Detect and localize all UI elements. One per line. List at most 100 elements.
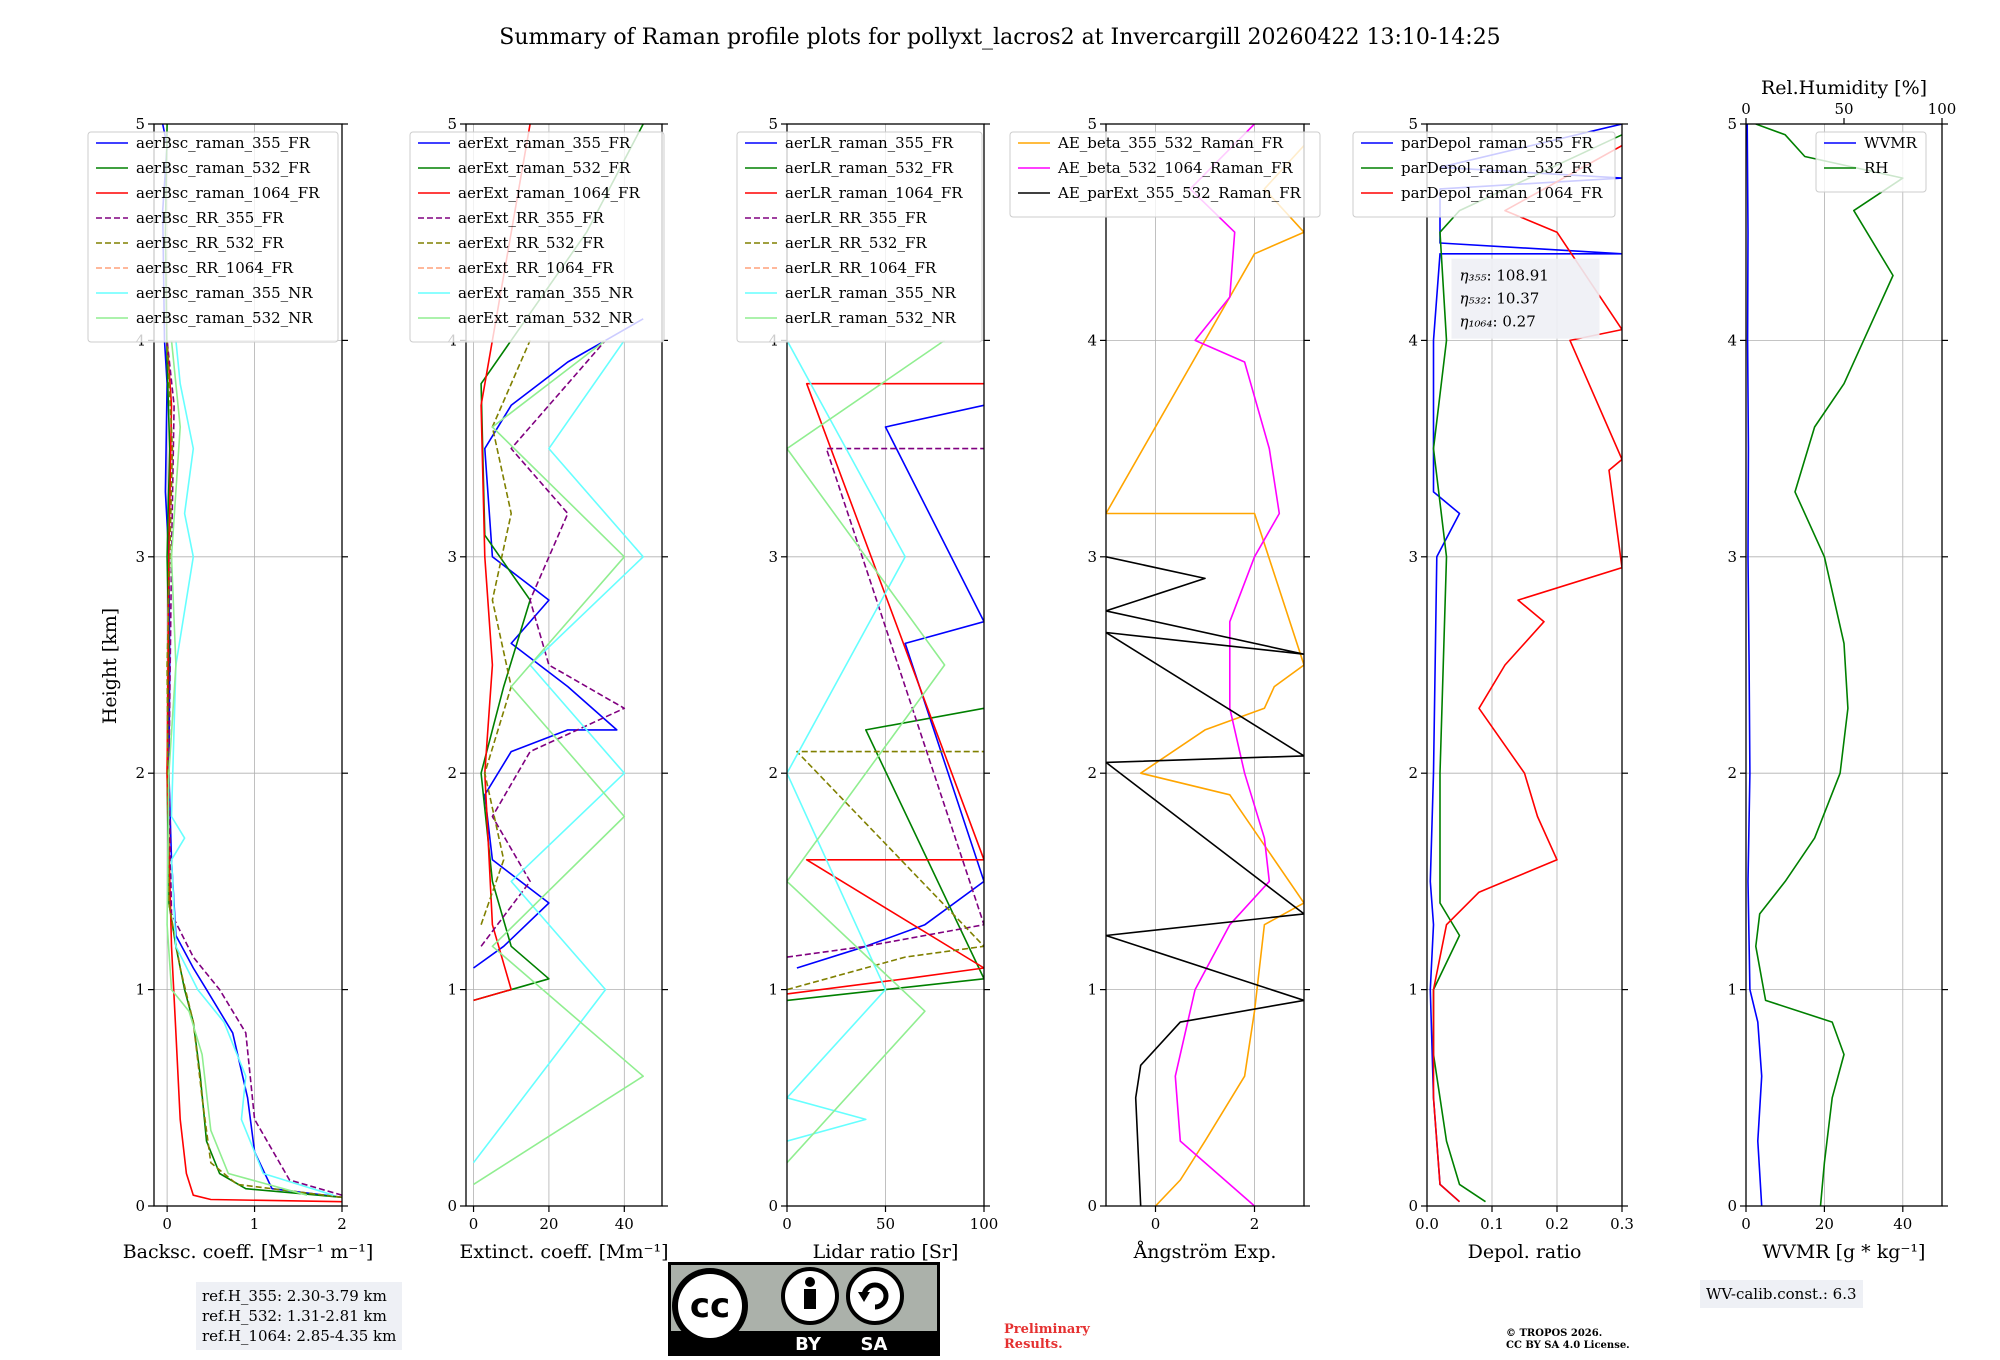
y-tick-label: 1 — [1727, 981, 1737, 999]
legend-label: aerBsc_raman_532_NR — [136, 309, 313, 327]
y-tick-label: 5 — [1408, 115, 1418, 133]
x-tick-label: 2 — [1250, 1215, 1260, 1233]
series-aerLR_raman_1064_FR — [787, 382, 984, 995]
y-tick-label: 2 — [1408, 764, 1418, 782]
x-tick-label: 20 — [539, 1215, 558, 1233]
legend-label: aerLR_raman_532_FR — [785, 159, 954, 177]
x-tick-label: 0.1 — [1480, 1215, 1504, 1233]
series-aerLR_RR_532_FR — [787, 750, 984, 991]
preliminary-note: Preliminary Results. — [1004, 1322, 1090, 1352]
y-tick-label: 0 — [1408, 1197, 1418, 1215]
legend-label: aerExt_raman_532_NR — [458, 309, 634, 327]
annotation-box — [1451, 258, 1600, 339]
legend-label: aerExt_raman_355_NR — [458, 284, 634, 302]
series-aerExt_raman_1064_FR — [473, 124, 531, 1002]
ref-height-355: ref.H_355: 2.30-3.79 km — [202, 1287, 387, 1305]
legend-box — [1815, 131, 1927, 193]
legend: aerExt_raman_355_FR aerExt_raman_532_FRae… — [409, 131, 665, 343]
legend: WVMR RH — [1815, 131, 1927, 193]
wv-calib-text: WV-calib.const.: 6.3 — [1706, 1285, 1857, 1303]
series-aerBsc_RR_532_FR — [166, 340, 342, 1199]
by-label: BY — [795, 1334, 822, 1355]
axes-frame — [1745, 123, 1943, 1207]
legend-label: parDepol_raman_532_FR — [1401, 159, 1594, 177]
series-group — [1106, 124, 1304, 1206]
cc-license-badge[interactable]: cc BY SA — [668, 1262, 940, 1356]
legend-label: aerLR_raman_532_NR — [785, 309, 956, 327]
cc-icon-text: cc — [690, 1286, 730, 1326]
copyright-note: © TROPOS 2026. CC BY SA 4.0 License. — [1506, 1328, 1630, 1351]
x-tick-label: 1 — [250, 1215, 260, 1233]
legend-box — [87, 131, 339, 343]
panel-ae: 0 2 0 1 2 3 4 5 Ångström Exp. AE_beta_355_532_Ram… — [1009, 115, 1321, 1263]
annotation-line: η₁₀₆₄: 0.27 — [1460, 313, 1536, 331]
series-aerLR_raman_532_NR — [787, 339, 946, 1164]
legend-label: aerBsc_raman_1064_FR — [136, 184, 320, 202]
y-tick-label: 1 — [1087, 981, 1097, 999]
series-AE_beta_355_532_Raman_FR — [1106, 145, 1304, 1206]
legend-label: aerBsc_raman_355_NR — [136, 284, 313, 302]
x-axis-label: Ångström Exp. — [1133, 1241, 1277, 1263]
legend-label: aerLR_RR_532_FR — [785, 234, 927, 252]
figure-title: Summary of Raman profile plots for polly… — [499, 25, 1500, 50]
x-axis-label: WVMR [g * kg⁻¹] — [1763, 1241, 1926, 1263]
y-tick-label: 1 — [135, 981, 145, 999]
series-aerLR_raman_355_FR — [796, 404, 984, 969]
series-group — [1746, 124, 1904, 1206]
x-tick-label: 100 — [970, 1215, 999, 1233]
legend-label: parDepol_raman_355_FR — [1401, 134, 1594, 152]
x-tick-label: 0 — [162, 1215, 172, 1233]
series-AE_beta_532_1064_Raman_FR — [1174, 124, 1281, 1206]
top-axis-label: Rel.Humidity [%] — [1761, 77, 1927, 99]
legend-label: aerLR_raman_355_FR — [785, 134, 954, 152]
x-tick-label: 0 — [782, 1215, 792, 1233]
x-tick-label: 20 — [1815, 1215, 1834, 1233]
y-tick-label: 0 — [447, 1197, 457, 1215]
legend: aerLR_raman_355_FR aerLR_raman_532_FR aerL… — [736, 131, 983, 343]
x-tick-label: 0.0 — [1415, 1215, 1439, 1233]
y-tick-label: 5 — [447, 115, 457, 133]
legend-label: aerExt_raman_532_FR — [458, 159, 631, 177]
y-tick-label: 0 — [768, 1197, 778, 1215]
series-aerBsc_raman_532_NR — [166, 340, 308, 1196]
legend-label: aerBsc_raman_355_FR — [136, 134, 311, 152]
series-aerLR_raman_532_FR — [787, 707, 984, 1002]
y-tick-label: 1 — [447, 981, 457, 999]
series-parDepol_raman_532_FR — [1432, 134, 1622, 1203]
x-tick-label: 0 — [1741, 1215, 1751, 1233]
y-tick-label: 3 — [447, 548, 457, 566]
series-aerExt_RR_355_FR — [480, 339, 626, 947]
series-aerExt_raman_355_NR — [472, 339, 644, 1164]
y-tick-label: 4 — [1727, 331, 1737, 349]
axes-frame — [1105, 123, 1305, 1207]
reference-heights-box: ref.H_355: 2.30-3.79 km ref.H_532: 1.31-… — [196, 1282, 403, 1350]
series-aerExt_RR_532_FR — [480, 340, 531, 925]
y-tick-label: 3 — [1727, 548, 1737, 566]
legend: parDepol_raman_355_FR parDepol_raman_532_… — [1352, 131, 1616, 218]
y-tick-label: 0 — [1727, 1197, 1737, 1215]
y-tick-label: 2 — [1087, 764, 1097, 782]
legend-label: aerLR_raman_1064_FR — [785, 184, 963, 202]
x-tick-label: 2 — [337, 1215, 347, 1233]
y-tick-label: 3 — [768, 548, 778, 566]
series-group — [787, 339, 984, 1164]
legend-box — [1009, 131, 1321, 218]
x-tick-label: 0.2 — [1545, 1215, 1569, 1233]
panel-depol: 0.0 0.1 0.2 0.3 0 1 2 3 4 5 Depol. ratio parDepol_r… — [1352, 115, 1634, 1263]
legend: aerBsc_raman_355_FR aerBsc_raman_532_FRae… — [87, 131, 339, 343]
legend-label: RH — [1864, 159, 1888, 177]
x-tick-label: 40 — [1893, 1215, 1912, 1233]
x-axis-label: Backsc. coeff. [Msr⁻¹ m⁻¹] — [123, 1241, 374, 1263]
panel-bsc: 012012345Backsc. coeff. [Msr⁻¹ m⁻¹]aerBs… — [87, 115, 374, 1263]
y-tick-label: 2 — [1727, 764, 1737, 782]
legend: AE_beta_355_532_Raman_FR AE_beta_532_1064… — [1009, 131, 1321, 218]
legend-box — [1352, 131, 1616, 218]
series-AE_parExt_355_532_Raman_FR — [1106, 556, 1304, 1206]
series-RH — [1755, 124, 1904, 1206]
series-WVMR — [1746, 124, 1763, 1206]
annotation-line: η₃₅₅: 108.91 — [1460, 267, 1549, 285]
sa-label: SA — [861, 1334, 888, 1355]
legend-label: parDepol_raman_1064_FR — [1401, 184, 1603, 202]
